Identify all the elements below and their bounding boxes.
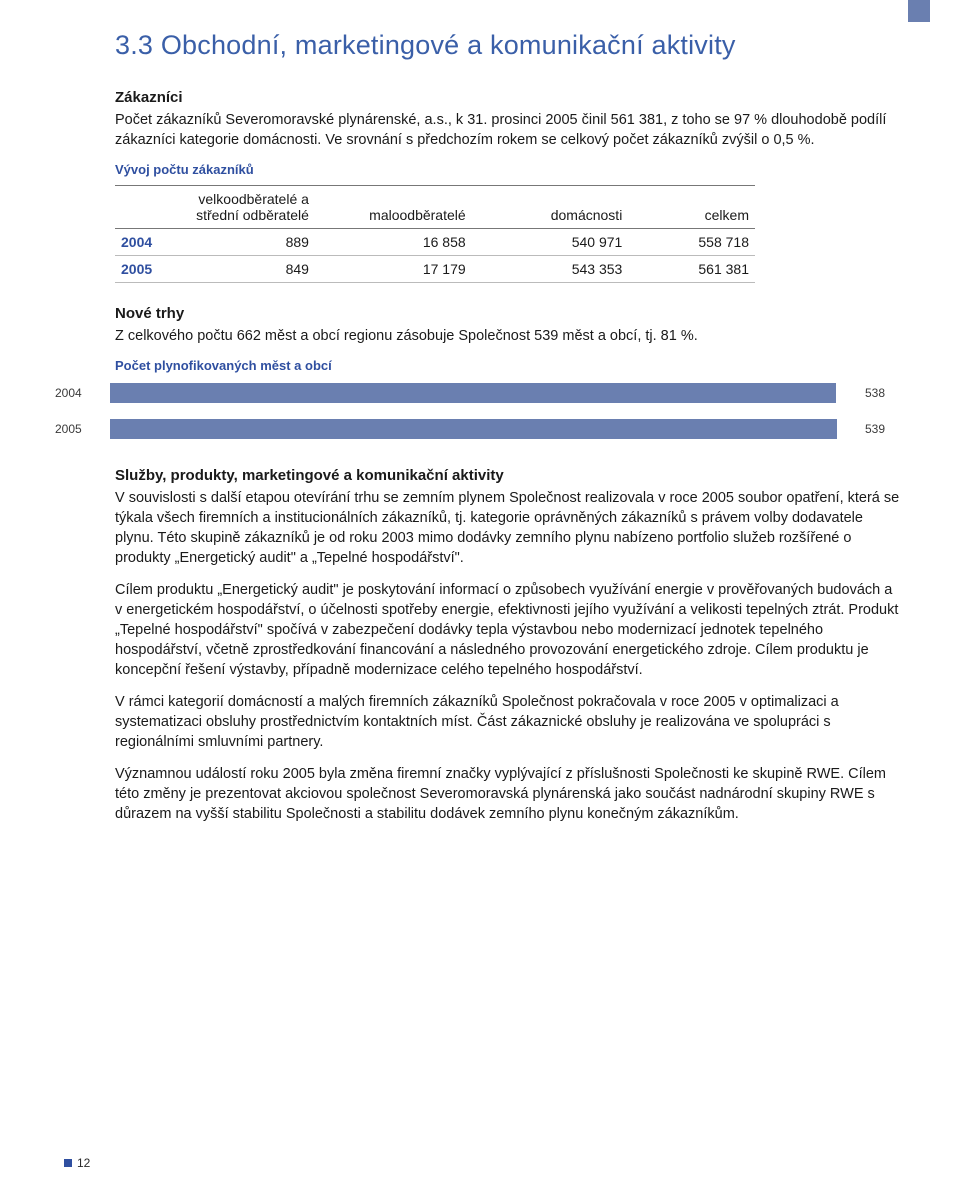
new-markets-paragraph: Z celkového počtu 662 měst a obcí region… bbox=[115, 326, 900, 346]
table-col-empty bbox=[115, 186, 158, 229]
cell: 561 381 bbox=[628, 256, 755, 283]
bar-value-label: 538 bbox=[837, 386, 885, 400]
bar-fill bbox=[110, 419, 837, 439]
customers-paragraph: Počet zákazníků Severomoravské plynárens… bbox=[115, 110, 900, 150]
cell: 16 858 bbox=[315, 229, 472, 256]
page-footer: 12 bbox=[64, 1156, 90, 1170]
services-heading: Služby, produkty, marketingové a komunik… bbox=[115, 467, 900, 484]
customers-table: velkoodběratelé a střední odběratelé mal… bbox=[115, 185, 755, 283]
services-p3: V rámci kategorií domácností a malých fi… bbox=[115, 692, 900, 752]
footer-square-icon bbox=[64, 1159, 72, 1167]
bar-fill bbox=[110, 383, 836, 403]
table-col-malo: maloodběratelé bbox=[315, 186, 472, 229]
table-col-velko: velkoodběratelé a střední odběratelé bbox=[158, 186, 315, 229]
cell: 543 353 bbox=[472, 256, 629, 283]
cell-year: 2004 bbox=[115, 229, 158, 256]
cell: 849 bbox=[158, 256, 315, 283]
section-title: 3.3 Obchodní, marketingové a komunikační… bbox=[115, 30, 900, 61]
bar-row-2004: 2004 538 bbox=[55, 383, 885, 403]
services-p2: Cílem produktu „Energetický audit" je po… bbox=[115, 580, 900, 680]
bar-year-label: 2004 bbox=[55, 386, 110, 400]
table-row: 2004 889 16 858 540 971 558 718 bbox=[115, 229, 755, 256]
cell: 17 179 bbox=[315, 256, 472, 283]
page-number: 12 bbox=[77, 1156, 90, 1170]
table-row: 2005 849 17 179 543 353 561 381 bbox=[115, 256, 755, 283]
table-col-celkem: celkem bbox=[628, 186, 755, 229]
gasified-cities-chart: 2004 538 2005 539 bbox=[55, 383, 885, 439]
services-p1: V souvislosti s další etapou otevírání t… bbox=[115, 488, 900, 568]
table-col-domacnosti: domácnosti bbox=[472, 186, 629, 229]
corner-decoration bbox=[908, 0, 930, 22]
bar-year-label: 2005 bbox=[55, 422, 110, 436]
new-markets-heading: Nové trhy bbox=[115, 305, 900, 322]
cell: 558 718 bbox=[628, 229, 755, 256]
services-p4: Významnou událostí roku 2005 byla změna … bbox=[115, 764, 900, 824]
bar-value-label: 539 bbox=[837, 422, 885, 436]
customers-heading: Zákazníci bbox=[115, 89, 900, 106]
customers-table-label: Vývoj počtu zákazníků bbox=[115, 162, 900, 177]
table-header-row: velkoodběratelé a střední odběratelé mal… bbox=[115, 186, 755, 229]
chart-label: Počet plynofikovaných měst a obcí bbox=[115, 358, 900, 373]
cell: 889 bbox=[158, 229, 315, 256]
bar-row-2005: 2005 539 bbox=[55, 419, 885, 439]
cell: 540 971 bbox=[472, 229, 629, 256]
cell-year: 2005 bbox=[115, 256, 158, 283]
